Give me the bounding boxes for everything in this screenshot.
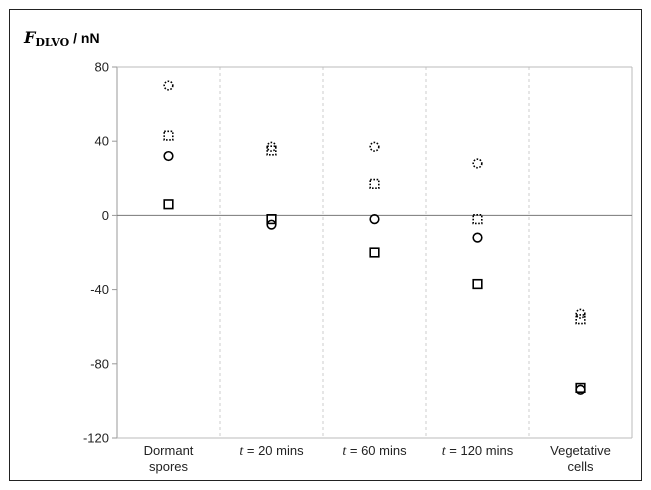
dotted-square-point [163,130,174,141]
solid-square-point [575,382,586,394]
category-label-text: = 60 mins [346,443,407,458]
solid-square-point [163,199,174,210]
dotted-circle-point [575,308,586,319]
category-label: Dormant [144,443,194,458]
solid-square-point [369,247,380,258]
y-tick-label: 80 [95,60,109,75]
dotted-square-point [472,214,483,225]
category-label-text: = 20 mins [243,443,304,458]
y-axis-unit: / nN [69,30,99,46]
category-label: t = 120 mins [442,443,514,459]
solid-circle-point [472,232,483,243]
chart-frame: FDLVO / nN 80 40 0 -40 -80 -120 Dormant spores… [9,9,642,481]
y-tick-label: 40 [95,134,109,149]
category-label: spores [149,459,189,474]
category-label: Vegetative [550,443,611,458]
dotted-square-point [266,145,277,156]
category-label-variable: t [442,444,447,459]
solid-circle-point [369,214,380,225]
axis-layer: 80 40 0 -40 -80 -120 [83,60,633,446]
category-label: t = 20 mins [239,443,304,459]
category-label-variable: t [342,444,347,459]
dotted-circle-point [472,158,483,169]
y-tick-label: 0 [102,208,109,223]
y-axis-symbol: F [23,28,37,47]
dotted-circle-point [369,141,380,152]
dotted-circle-point [163,80,174,91]
y-axis-label: FDLVO / nN [23,28,100,49]
y-tick-label: -40 [90,282,109,297]
dotted-square-point [369,178,380,189]
category-label: t = 60 mins [342,443,407,459]
solid-circle-point [163,150,174,162]
y-tick-label: -120 [83,431,109,446]
solid-square-point [266,214,277,225]
category-label-variable: t [239,444,244,459]
grid-layer [219,67,530,438]
solid-circle-point [266,219,277,230]
category-label-text: = 120 mins [446,443,514,458]
dlvo-force-chart: FDLVO / nN 80 40 0 -40 -80 -120 Dormantspores… [23,28,633,474]
y-tick-label: -80 [90,356,109,371]
dotted-square-point [575,314,586,325]
marker-layer [163,80,586,395]
category-label: cells [567,459,594,474]
solid-square-point [472,278,483,290]
y-axis-subscript: DLVO [35,36,69,49]
